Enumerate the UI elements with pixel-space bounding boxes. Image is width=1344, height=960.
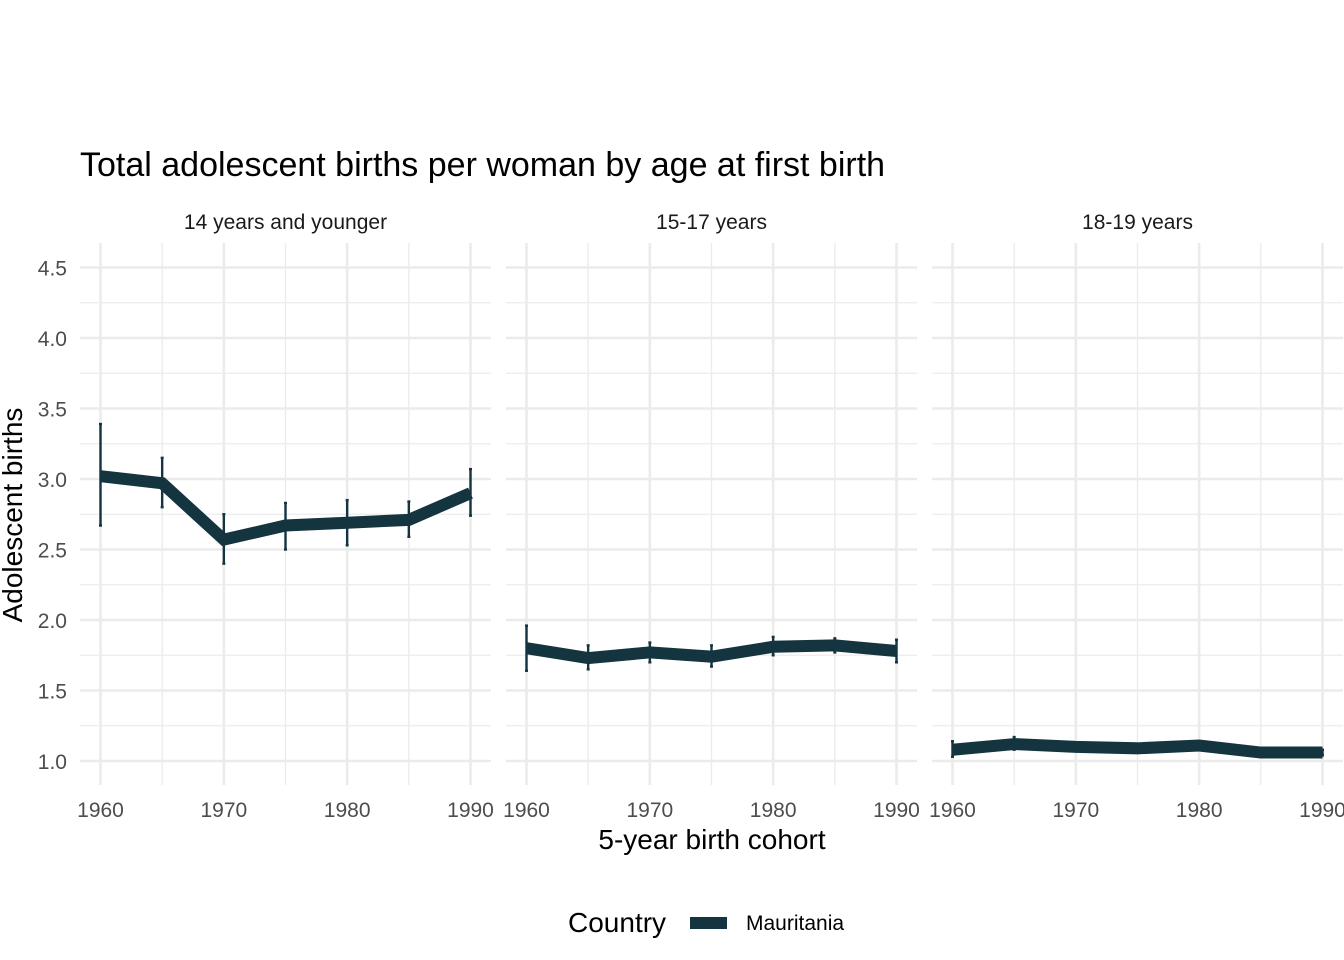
x-axis-title: 5-year birth cohort — [598, 824, 825, 855]
x-tick-label: 1990 — [873, 799, 920, 822]
y-tick-label: 1.5 — [38, 681, 67, 704]
panel-strip-label: 18-19 years — [1082, 211, 1193, 234]
y-tick-label: 3.5 — [38, 399, 67, 422]
x-tick-label: 1970 — [200, 799, 247, 822]
x-tick-label: 1990 — [447, 799, 494, 822]
legend-label-mauritania: Mauritania — [746, 912, 844, 935]
x-tick-label: 1970 — [626, 799, 673, 822]
x-tick-label: 1960 — [77, 799, 124, 822]
y-tick-label: 3.0 — [38, 469, 67, 492]
panel-14-years-and-younger: 14 years and younger 1960 1970 1980 1990 — [77, 211, 494, 822]
y-tick-label: 2.5 — [38, 540, 67, 563]
x-tick-label: 1980 — [1176, 799, 1223, 822]
panel-18-19-years: 18-19 years 1960 1970 1980 1990 — [929, 211, 1344, 822]
x-tick-label: 1980 — [750, 799, 797, 822]
series-line-mauritania — [525, 639, 898, 665]
series-line-mauritania — [99, 470, 473, 547]
x-tick-label: 1960 — [929, 799, 976, 822]
panel-strip-label: 14 years and younger — [184, 211, 387, 234]
chart-title: Total adolescent births per woman by age… — [80, 146, 885, 184]
y-tick-label: 4.5 — [38, 258, 67, 281]
y-tick-label: 2.0 — [38, 610, 67, 633]
x-tick-label: 1990 — [1299, 799, 1344, 822]
x-tick-label: 1970 — [1052, 799, 1099, 822]
y-tick-label: 1.0 — [38, 751, 67, 774]
y-axis-title: Adolescent births — [0, 408, 28, 623]
x-tick-label: 1980 — [324, 799, 371, 822]
y-tick-label: 4.0 — [38, 328, 67, 351]
x-tick-label: 1960 — [503, 799, 550, 822]
panel-strip-label: 15-17 years — [656, 211, 767, 234]
series-line-mauritania — [951, 738, 1323, 759]
legend: Country Mauritania — [568, 907, 844, 938]
panel-15-17-years: 15-17 years 1960 1970 1980 1990 — [503, 211, 920, 822]
legend-title: Country — [568, 907, 666, 938]
